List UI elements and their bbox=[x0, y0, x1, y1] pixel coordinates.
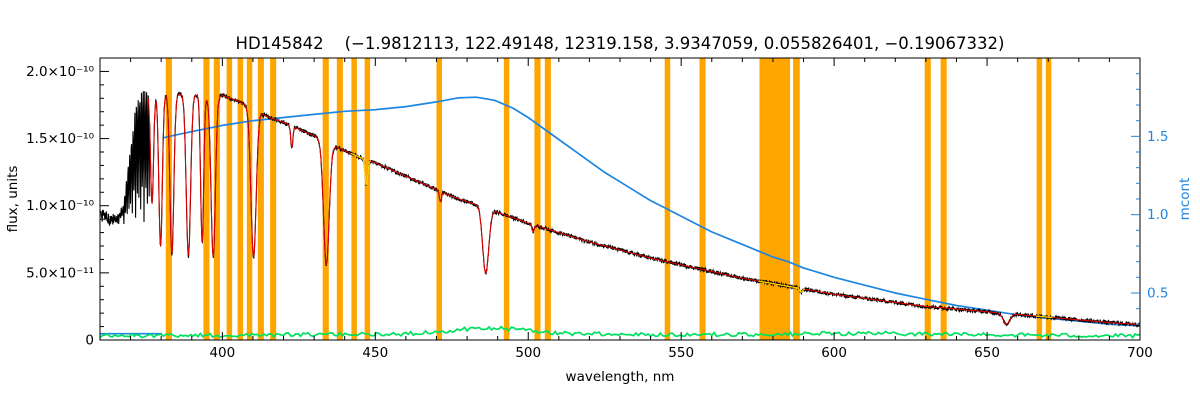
y-right-tick-label: 0.5 bbox=[1147, 286, 1168, 302]
mask-band bbox=[351, 58, 357, 340]
mask-band bbox=[270, 58, 277, 340]
mask-band bbox=[203, 58, 210, 340]
mask-band bbox=[1045, 58, 1052, 340]
mask-band bbox=[237, 58, 244, 340]
y-left-tick-label: 2.0×10⁻¹⁰ bbox=[26, 64, 94, 80]
mcont-curve-path bbox=[162, 96, 1141, 327]
residual-path bbox=[99, 325, 1141, 340]
mask-band bbox=[213, 58, 220, 340]
y-left-tick-label: 1.0×10⁻¹⁰ bbox=[26, 198, 94, 214]
x-tick-label: 500 bbox=[515, 345, 541, 361]
x-tick-label: 400 bbox=[209, 345, 235, 361]
fit-alt-segment-path bbox=[350, 152, 371, 186]
mask-band bbox=[699, 58, 706, 340]
mask-band bbox=[940, 58, 947, 340]
mask-band bbox=[364, 58, 371, 340]
chart-title: HD145842 (−1.9812113, 122.49148, 12319.1… bbox=[236, 34, 1005, 53]
fit-alt-segment-path bbox=[1035, 315, 1053, 319]
mask-band bbox=[793, 58, 800, 340]
model-fit-path bbox=[147, 93, 1141, 326]
y-left-tick-label: 0 bbox=[85, 333, 94, 349]
mask-band bbox=[759, 58, 791, 340]
x-tick-label: 450 bbox=[362, 345, 388, 361]
mask-band bbox=[503, 58, 510, 340]
spectrum-curves-layer bbox=[99, 91, 1141, 340]
mask-band bbox=[664, 58, 671, 340]
y-left-tick-label: 1.5×10⁻¹⁰ bbox=[26, 131, 94, 147]
mask-band bbox=[322, 58, 329, 340]
mask-band bbox=[924, 58, 931, 340]
y-right-tick-label: 1.5 bbox=[1147, 129, 1168, 145]
fit-alt-segment-path bbox=[758, 280, 805, 293]
mask-band bbox=[165, 58, 172, 340]
x-tick-label: 600 bbox=[821, 345, 847, 361]
mask-band bbox=[336, 58, 343, 340]
x-tick-label: 550 bbox=[668, 345, 694, 361]
mask-band bbox=[257, 58, 264, 340]
y-left-tick-label: 5.0×10⁻¹¹ bbox=[26, 265, 94, 281]
mask-band bbox=[1036, 58, 1043, 340]
x-tick-label: 650 bbox=[974, 345, 1000, 361]
y-axis-label-right: mcont bbox=[1177, 178, 1193, 221]
x-axis-label: wavelength, nm bbox=[566, 369, 675, 385]
mask-band bbox=[534, 58, 541, 340]
y-axis-label-left: flux, units bbox=[5, 166, 21, 233]
mask-band bbox=[226, 58, 233, 340]
mask-band bbox=[246, 58, 253, 340]
axes-layer: 400 450 500 550 600 650 700 0 5.0×10⁻¹¹ 1.0×10⁻¹⁰… bbox=[26, 57, 1168, 361]
x-tick-label: 700 bbox=[1127, 345, 1153, 361]
y-right-tick-label: 1.0 bbox=[1147, 207, 1168, 223]
mask-band bbox=[544, 58, 551, 340]
